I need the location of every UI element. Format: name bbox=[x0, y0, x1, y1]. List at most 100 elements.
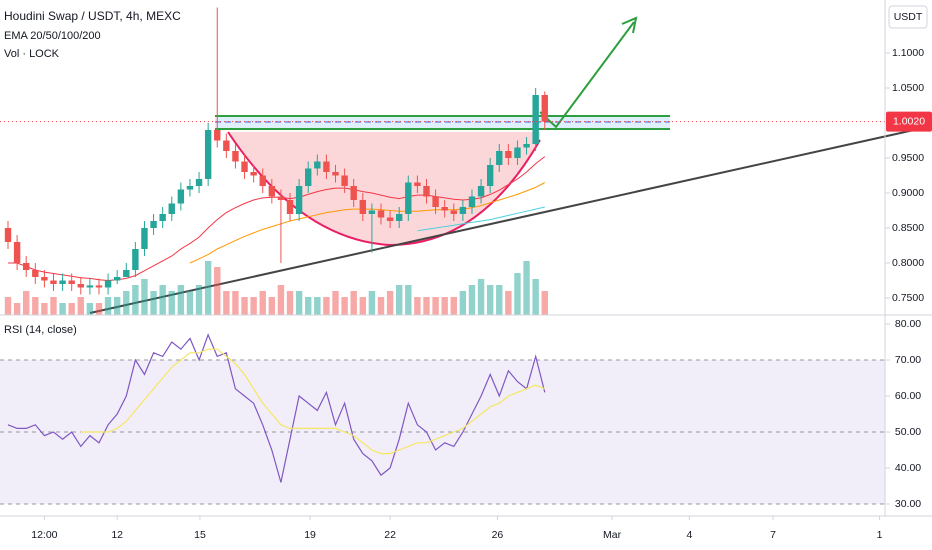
candle-body bbox=[441, 206, 448, 211]
volume-bar bbox=[104, 297, 112, 315]
last-price-label: 1.0020 bbox=[893, 115, 925, 127]
volume-bar bbox=[132, 285, 139, 315]
candle-body bbox=[177, 189, 185, 204]
x-tick-label: 19 bbox=[304, 529, 316, 541]
volume-bar bbox=[177, 285, 185, 315]
volume-bar bbox=[41, 303, 48, 315]
volume-bar bbox=[50, 297, 57, 315]
y-axis-label: USDT bbox=[894, 11, 923, 23]
volume-bar bbox=[195, 285, 203, 315]
y-tick-label: 60.00 bbox=[895, 390, 921, 402]
volume-bar bbox=[32, 297, 39, 315]
y-tick-label: 30.00 bbox=[895, 498, 921, 510]
candle-body bbox=[232, 150, 239, 162]
x-tick-label: Mar bbox=[603, 529, 622, 541]
rsi-line bbox=[80, 348, 546, 455]
volume-bar bbox=[496, 285, 503, 315]
candle-body bbox=[486, 164, 494, 186]
candle-body bbox=[377, 210, 385, 218]
volume-bar bbox=[350, 291, 357, 315]
volume-bar bbox=[505, 291, 512, 315]
candle-body bbox=[68, 280, 75, 284]
volume-bar bbox=[395, 285, 403, 315]
volume-bar bbox=[168, 291, 175, 315]
candle-body bbox=[123, 269, 130, 277]
candle-body bbox=[395, 213, 403, 221]
candle-body bbox=[50, 280, 57, 284]
ema-line bbox=[417, 206, 545, 232]
cup-area bbox=[228, 132, 540, 245]
y-tick-label: 0.7500 bbox=[892, 292, 924, 304]
volume-bar bbox=[532, 279, 539, 315]
candle-body bbox=[386, 217, 394, 221]
candle-body bbox=[477, 185, 485, 197]
candle-body bbox=[141, 227, 148, 249]
resistance-zone bbox=[215, 116, 670, 129]
volume-bar bbox=[141, 279, 148, 315]
rsi-line bbox=[7, 333, 546, 483]
volume-bar bbox=[113, 297, 121, 315]
volume-bar bbox=[477, 279, 485, 315]
candle-body bbox=[86, 285, 94, 288]
candle-body bbox=[414, 182, 421, 186]
indicator-legend: EMA 20/50/100/200 bbox=[4, 30, 101, 42]
volume-bar bbox=[86, 303, 94, 315]
volume-bar bbox=[423, 297, 430, 315]
candle-body bbox=[41, 276, 48, 281]
volume-bar bbox=[13, 303, 21, 315]
volume-bar bbox=[486, 285, 494, 315]
volume-bar bbox=[250, 297, 257, 315]
volume-bar bbox=[59, 303, 66, 315]
volume-bar bbox=[323, 297, 330, 315]
candle-body bbox=[368, 210, 376, 214]
candle-body bbox=[523, 143, 530, 148]
candle-body bbox=[341, 175, 348, 186]
volume-bar bbox=[4, 297, 12, 315]
chart-title: Houdini Swap / USDT, 4h, MEXC bbox=[4, 9, 181, 23]
volume-bar bbox=[259, 291, 266, 315]
candle-body bbox=[305, 168, 312, 186]
volume-bar bbox=[332, 291, 339, 315]
x-tick-label: 26 bbox=[492, 529, 504, 541]
y-tick-label: 0.9000 bbox=[892, 187, 924, 199]
candle-body bbox=[505, 150, 512, 158]
x-tick-label: 12 bbox=[111, 529, 123, 541]
x-tick-label: 1 bbox=[877, 529, 883, 541]
x-tick-label: 7 bbox=[770, 529, 776, 541]
volume-bar bbox=[305, 297, 312, 315]
y-tick-label: 1.1000 bbox=[892, 47, 924, 59]
candle-body bbox=[277, 196, 285, 200]
candle-body bbox=[195, 178, 203, 186]
candle-body bbox=[223, 140, 230, 151]
x-tick-label: 4 bbox=[686, 529, 692, 541]
y-tick-label: 70.00 bbox=[895, 354, 921, 366]
candle-body bbox=[159, 213, 166, 221]
candle-body bbox=[23, 262, 30, 270]
volume-bar bbox=[223, 291, 230, 315]
volume-bar bbox=[232, 291, 239, 315]
volume-bar bbox=[123, 291, 130, 315]
trend-line bbox=[89, 125, 932, 314]
currency-button[interactable] bbox=[888, 5, 928, 29]
volume-bar bbox=[541, 291, 548, 315]
y-tick-label: 80.00 bbox=[895, 318, 921, 330]
volume-bar bbox=[23, 291, 30, 315]
volume-bar bbox=[277, 285, 285, 315]
volume-bar bbox=[359, 297, 367, 315]
candle-body bbox=[468, 196, 476, 207]
y-tick-label: 40.00 bbox=[895, 462, 921, 474]
volume-bar bbox=[405, 285, 412, 315]
x-tick-label: 15 bbox=[194, 529, 206, 541]
candle-body bbox=[95, 285, 103, 288]
candle-body bbox=[168, 203, 175, 214]
volume-bar bbox=[286, 291, 294, 315]
candle-body bbox=[204, 129, 212, 179]
y-tick-label: 0.8000 bbox=[892, 257, 924, 269]
candle-body bbox=[4, 227, 12, 242]
candle-body bbox=[423, 185, 430, 197]
volume-bar bbox=[159, 285, 166, 315]
volume-bar bbox=[214, 267, 221, 315]
x-tick-label: 22 bbox=[384, 529, 396, 541]
